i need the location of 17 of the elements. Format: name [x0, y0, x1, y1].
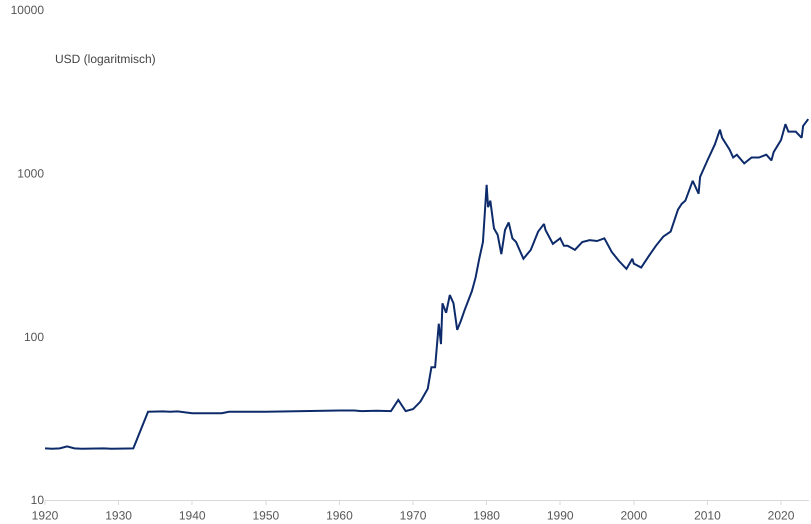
x-tick-label: 1990 [546, 508, 574, 522]
y-tick-label: 1000 [17, 166, 44, 181]
x-tick-label: 1960 [326, 508, 354, 522]
x-tick-label: 1940 [178, 508, 206, 522]
y-tick-label: 100 [24, 330, 44, 344]
x-tick-label: 1930 [105, 508, 132, 522]
y-tick-label: 10 [30, 493, 44, 508]
x-tick-label: 2020 [768, 508, 795, 522]
x-tick-label: 2000 [620, 508, 648, 522]
y-axis-title: USD (logaritmisch) [55, 52, 156, 66]
x-tick-label: 1970 [400, 508, 427, 522]
x-tick-label: 1920 [32, 508, 59, 522]
x-tick-label: 2010 [694, 508, 722, 522]
x-tick-label: 1950 [252, 508, 280, 522]
line-series [45, 118, 809, 450]
y-tick-label: 10000 [10, 3, 44, 18]
x-tick-label: 1980 [473, 508, 500, 522]
